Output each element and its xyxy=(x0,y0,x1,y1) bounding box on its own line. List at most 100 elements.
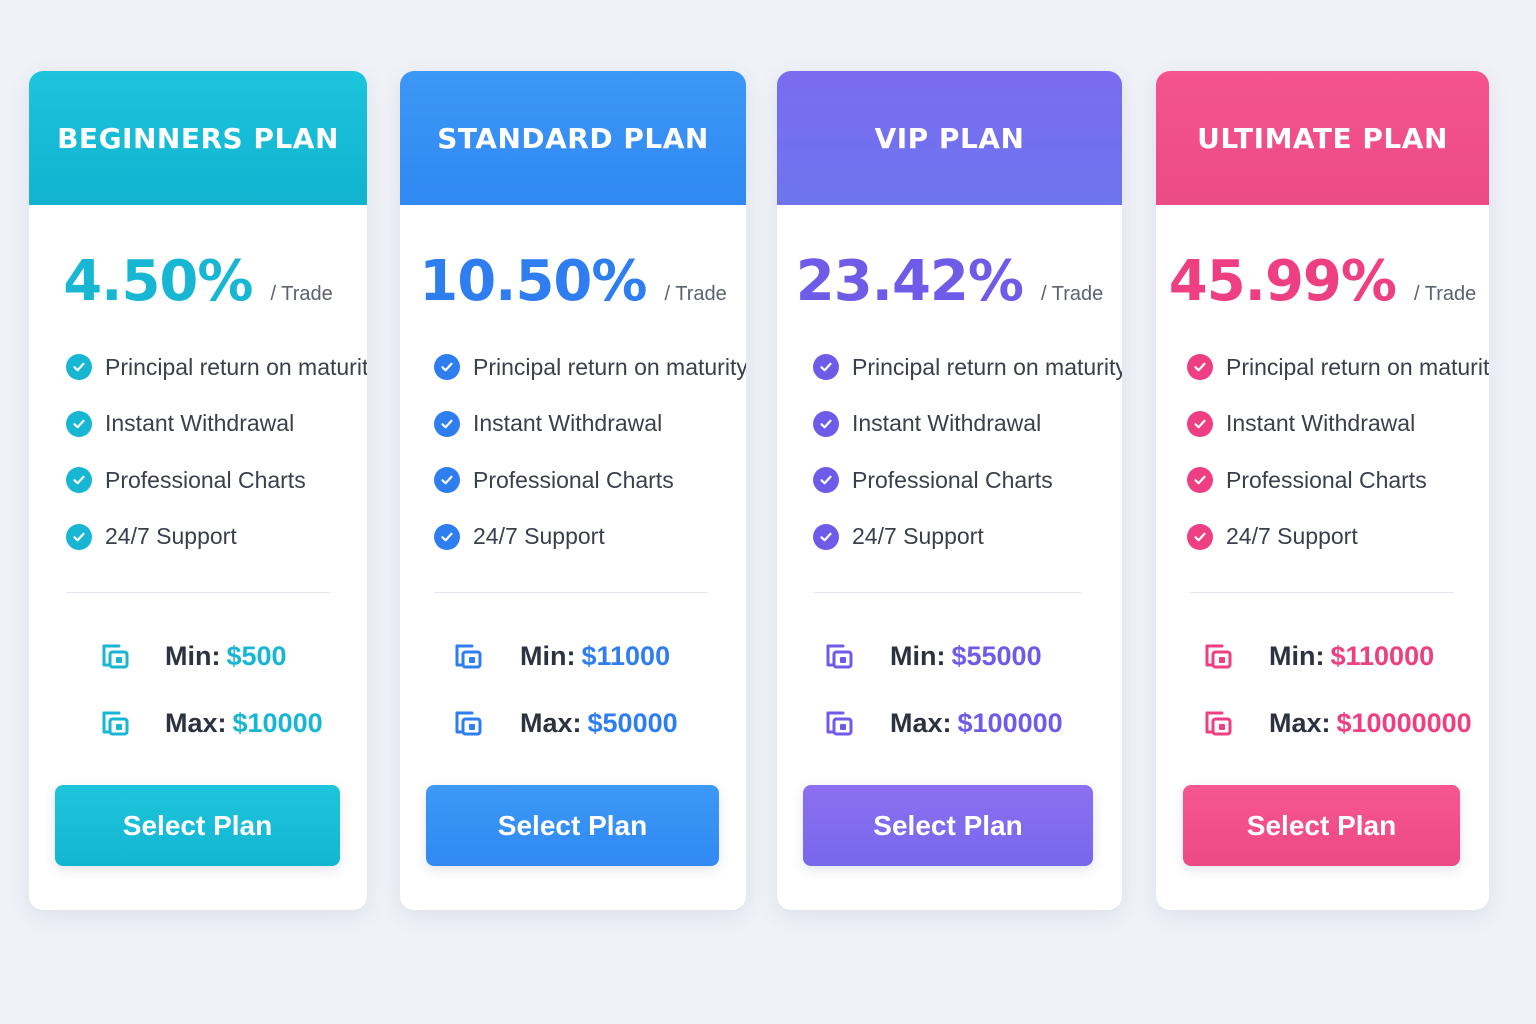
feature-item: Instant Withdrawal xyxy=(66,396,367,453)
max-label: Max: xyxy=(1269,708,1331,738)
plan-rate: 45.99% xyxy=(1168,249,1397,314)
feature-label: Instant Withdrawal xyxy=(852,410,1042,437)
check-circle-icon xyxy=(434,467,460,494)
feature-item: Professional Charts xyxy=(66,452,367,509)
feature-label: 24/7 Support xyxy=(105,523,237,550)
wallet-icon xyxy=(826,644,853,668)
wallet-icon xyxy=(455,711,482,735)
feature-label: Professional Charts xyxy=(473,466,674,493)
feature-item: Principal return on maturity xyxy=(66,339,367,396)
max-label: Max: xyxy=(890,708,952,738)
feature-item: Instant Withdrawal xyxy=(1187,396,1489,453)
plan-rate-row: 4.50% / Trade xyxy=(29,249,367,314)
max-row: Max: $10000000 xyxy=(1204,690,1489,757)
check-circle-icon xyxy=(1187,523,1213,550)
feature-item: 24/7 Support xyxy=(434,509,746,566)
plan-rate-unit: / Trade xyxy=(1040,283,1104,305)
divider xyxy=(1190,592,1454,593)
check-circle-icon xyxy=(813,523,839,550)
feature-label: Instant Withdrawal xyxy=(1226,410,1416,437)
feature-item: Professional Charts xyxy=(434,452,746,509)
plan-title: STANDARD PLAN xyxy=(437,121,709,155)
plan-card-beginners: BEGINNERS PLAN 4.50% / Trade Principal r… xyxy=(29,71,367,910)
feature-label: Principal return on maturity xyxy=(852,353,1122,380)
check-circle-icon xyxy=(813,354,839,381)
wallet-icon xyxy=(826,711,853,735)
plan-rate-unit: / Trade xyxy=(664,283,727,305)
feature-item: Professional Charts xyxy=(1187,452,1489,509)
feature-item: Instant Withdrawal xyxy=(813,396,1122,453)
max-row: Max: $10000 xyxy=(101,690,367,757)
plan-rate-row: 45.99% / Trade xyxy=(1156,249,1489,314)
plan-rate: 10.50% xyxy=(419,249,647,314)
select-plan-button[interactable]: Select Plan xyxy=(426,785,719,866)
check-circle-icon xyxy=(66,523,92,550)
plan-header: ULTIMATE PLAN xyxy=(1156,71,1489,205)
feature-label: Instant Withdrawal xyxy=(473,410,663,437)
feature-item: Professional Charts xyxy=(813,452,1122,509)
select-plan-button[interactable]: Select Plan xyxy=(803,785,1093,866)
feature-label: Principal return on maturity xyxy=(1226,353,1489,380)
feature-label: Professional Charts xyxy=(1226,466,1427,493)
plan-rate: 23.42% xyxy=(795,249,1024,314)
min-label: Min: xyxy=(1269,641,1325,671)
min-row: Min: $110000 xyxy=(1204,623,1489,690)
min-label: Min: xyxy=(520,641,576,671)
plan-title: ULTIMATE PLAN xyxy=(1197,121,1448,155)
check-circle-icon xyxy=(66,410,92,437)
min-row: Min: $500 xyxy=(101,623,367,690)
feature-list: Principal return on maturity Instant Wit… xyxy=(1156,339,1489,565)
max-label: Max: xyxy=(165,708,227,738)
max-value: $50000 xyxy=(587,708,678,738)
divider xyxy=(434,592,708,593)
min-value: $110000 xyxy=(1330,641,1435,671)
feature-label: Principal return on maturity xyxy=(105,353,367,380)
feature-item: 24/7 Support xyxy=(66,509,367,566)
min-row: Min: $11000 xyxy=(454,623,746,690)
plan-header: BEGINNERS PLAN xyxy=(29,71,367,205)
check-circle-icon xyxy=(813,410,839,437)
check-circle-icon xyxy=(434,410,460,437)
min-row: Min: $55000 xyxy=(825,623,1122,690)
plan-card-standard: STANDARD PLAN 10.50% / Trade Principal r… xyxy=(400,71,746,910)
feature-label: Professional Charts xyxy=(105,466,306,493)
plan-rate-unit: / Trade xyxy=(1413,283,1477,305)
max-value: $10000 xyxy=(232,708,323,738)
plan-limits: Min: $11000 Max: $50000 xyxy=(400,623,746,757)
max-row: Max: $50000 xyxy=(454,690,746,757)
feature-list: Principal return on maturity Instant Wit… xyxy=(29,339,367,565)
check-circle-icon xyxy=(434,523,460,550)
check-circle-icon xyxy=(813,467,839,494)
check-circle-icon xyxy=(434,354,460,381)
wallet-icon xyxy=(1205,644,1232,668)
min-label: Min: xyxy=(165,641,221,671)
plan-card-vip: VIP PLAN 23.42% / Trade Principal return… xyxy=(777,71,1122,910)
max-label: Max: xyxy=(520,708,582,738)
plan-rate-unit: / Trade xyxy=(270,283,333,305)
wallet-icon xyxy=(102,644,129,668)
plan-limits: Min: $500 Max: $10000 xyxy=(29,623,367,757)
wallet-icon xyxy=(1205,711,1232,735)
select-plan-button[interactable]: Select Plan xyxy=(1183,785,1460,866)
plan-title: VIP PLAN xyxy=(874,121,1025,155)
select-plan-button[interactable]: Select Plan xyxy=(55,785,340,866)
check-circle-icon xyxy=(66,354,92,381)
feature-label: 24/7 Support xyxy=(852,523,984,550)
feature-item: Principal return on maturity xyxy=(1187,339,1489,396)
feature-label: Instant Withdrawal xyxy=(105,410,295,437)
plan-limits: Min: $110000 Max: $10000000 xyxy=(1156,623,1489,757)
check-circle-icon xyxy=(66,467,92,494)
plan-rate-row: 10.50% / Trade xyxy=(400,249,746,314)
check-circle-icon xyxy=(1187,467,1213,494)
wallet-icon xyxy=(455,644,482,668)
feature-item: Principal return on maturity xyxy=(813,339,1122,396)
min-value: $500 xyxy=(226,641,287,671)
max-value: $10000000 xyxy=(1336,708,1472,738)
divider xyxy=(66,592,330,593)
max-row: Max: $100000 xyxy=(825,690,1122,757)
max-value: $100000 xyxy=(957,708,1063,738)
wallet-icon xyxy=(102,711,129,735)
feature-list: Principal return on maturity Instant Wit… xyxy=(400,339,746,565)
plan-title: BEGINNERS PLAN xyxy=(57,121,339,155)
feature-item: 24/7 Support xyxy=(1187,509,1489,566)
